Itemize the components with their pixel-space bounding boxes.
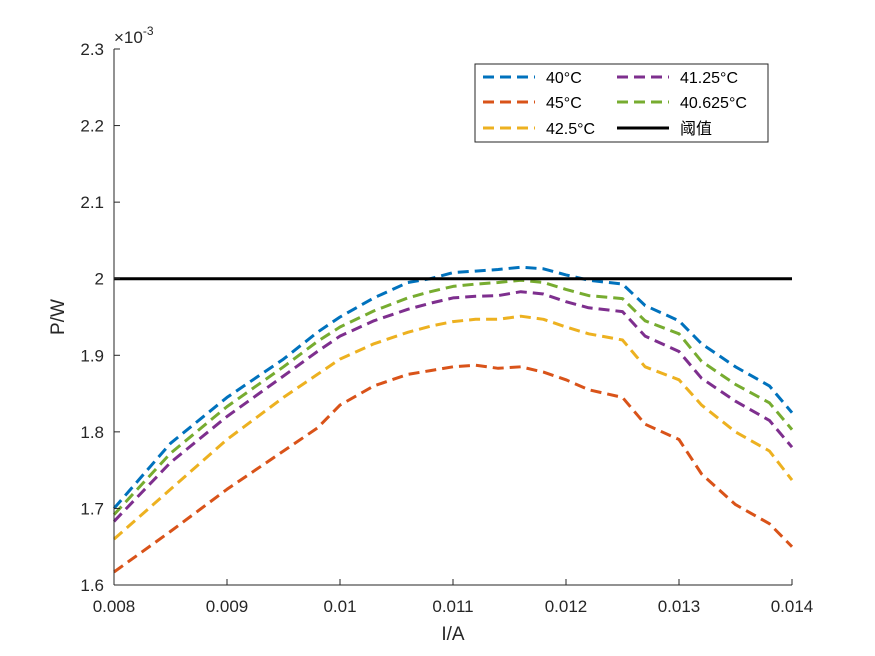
y-tick-label: 1.9 [80,346,104,365]
legend-label-0: 40°C [546,70,582,87]
legend-label-2: 42.5°C [546,121,595,138]
legend: 40°C 41.25°C 45°C 40.625°C 42.5°C 阈值 [474,63,769,143]
x-tick-label: 0.01 [323,597,356,616]
y-exponent-label: ×10-3 [114,24,154,47]
legend-label-1: 45°C [546,95,582,112]
y-ticks: 1.6 1.7 1.8 1.9 2 2.1 2.2 2.3 [80,40,120,595]
legend-label-3: 41.25°C [680,70,738,87]
legend-label-4: 40.625°C [680,95,747,112]
legend-label-5: 阈值 [680,120,712,138]
x-tick-label: 0.011 [432,597,473,616]
y-axis-label: P/W [48,299,69,335]
series-line-2 [113,314,794,541]
y-tick-label: 2 [95,270,104,289]
series-line-1 [113,363,794,574]
x-tick-label: 0.014 [771,597,814,616]
x-ticks: 0.008 0.009 0.01 0.011 0.012 0.013 0.014 [93,579,814,616]
series-layer [112,265,794,574]
series-line-0 [112,265,794,510]
y-tick-label: 1.6 [80,576,104,595]
x-axis-label: I/A [441,624,465,645]
x-tick-label: 0.009 [206,597,249,616]
x-tick-label: 0.012 [545,597,588,616]
y-tick-label: 2.1 [80,193,104,212]
y-tick-label: 1.7 [80,499,104,518]
y-tick-label: 2.2 [80,117,104,136]
y-tick-label: 1.8 [80,423,104,442]
x-tick-label: 0.013 [658,597,701,616]
y-tick-label: 2.3 [80,40,104,59]
x-tick-label: 0.008 [93,597,136,616]
series-line-4 [112,278,794,516]
series-line-3 [112,290,794,523]
